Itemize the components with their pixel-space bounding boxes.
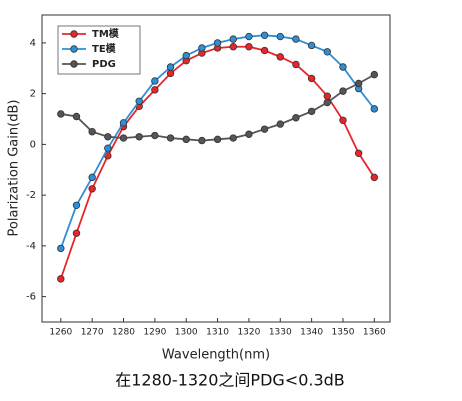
data-point bbox=[57, 275, 65, 283]
data-point bbox=[276, 53, 284, 61]
x-axis-label: Wavelength(nm) bbox=[162, 348, 270, 363]
data-point bbox=[88, 173, 96, 182]
y-tick-label: 0 bbox=[30, 139, 36, 150]
data-point bbox=[119, 119, 128, 127]
data-point bbox=[213, 135, 222, 144]
data-point bbox=[260, 46, 269, 55]
x-tick-label: 1340 bbox=[300, 328, 323, 338]
data-point bbox=[229, 134, 237, 142]
data-point bbox=[151, 77, 159, 85]
data-point bbox=[354, 79, 363, 88]
data-point bbox=[245, 130, 253, 138]
data-point bbox=[370, 70, 379, 79]
x-tick-label: 1320 bbox=[237, 328, 260, 338]
data-point bbox=[135, 133, 143, 141]
data-point bbox=[119, 134, 128, 142]
data-point bbox=[104, 144, 112, 152]
data-point bbox=[370, 105, 379, 113]
legend-marker bbox=[70, 60, 78, 68]
x-tick-label: 1300 bbox=[175, 328, 198, 338]
data-point bbox=[323, 92, 331, 100]
data-point bbox=[72, 229, 81, 237]
data-point bbox=[292, 60, 300, 69]
y-axis-label: Polarization Gain(dB) bbox=[7, 100, 22, 237]
data-point bbox=[276, 120, 284, 128]
plot-frame bbox=[41, 14, 391, 323]
data-point bbox=[166, 134, 175, 142]
data-point bbox=[182, 51, 190, 60]
data-point bbox=[354, 149, 363, 157]
y-tick-label: 4 bbox=[30, 38, 36, 49]
data-point bbox=[57, 110, 65, 118]
data-point bbox=[88, 128, 96, 136]
y-tick-label: -6 bbox=[26, 292, 36, 303]
data-point bbox=[151, 86, 159, 94]
x-tick-label: 1290 bbox=[143, 328, 166, 338]
data-point bbox=[307, 107, 316, 116]
y-tick-label: -2 bbox=[26, 190, 36, 201]
data-point bbox=[339, 63, 347, 71]
data-point bbox=[229, 35, 237, 43]
x-tick-label: 1360 bbox=[363, 328, 386, 338]
legend-label: TE模 bbox=[92, 42, 117, 55]
data-point bbox=[229, 43, 237, 51]
series-line bbox=[59, 45, 376, 280]
data-point bbox=[135, 97, 143, 105]
x-tick-label: 1330 bbox=[269, 328, 292, 338]
y-tick-label: -4 bbox=[26, 241, 36, 252]
x-tick-label: 1270 bbox=[81, 328, 104, 338]
data-point bbox=[323, 48, 331, 56]
data-point bbox=[198, 44, 206, 52]
x-tick-label: 1260 bbox=[49, 328, 72, 338]
x-tick-label: 1280 bbox=[112, 328, 135, 338]
data-point bbox=[276, 32, 284, 41]
x-tick-label: 1350 bbox=[332, 328, 355, 338]
data-point bbox=[151, 131, 159, 140]
data-point bbox=[339, 87, 347, 95]
data-point bbox=[292, 35, 300, 43]
data-point bbox=[323, 98, 331, 107]
data-point bbox=[166, 63, 175, 71]
caption: 在1280-1320之间PDG<0.3dB bbox=[115, 371, 345, 390]
data-point bbox=[339, 116, 347, 124]
legend-label: TM模 bbox=[92, 27, 120, 40]
data-point bbox=[245, 43, 253, 51]
data-point bbox=[292, 114, 300, 122]
data-point bbox=[213, 39, 222, 47]
legend-marker bbox=[70, 30, 78, 38]
x-tick-label: 1310 bbox=[206, 328, 229, 338]
legend-label: PDG bbox=[92, 59, 116, 70]
data-point bbox=[57, 244, 65, 253]
data-point bbox=[104, 133, 112, 141]
data-point bbox=[260, 125, 269, 133]
y-tick-label: 2 bbox=[30, 89, 36, 100]
data-point bbox=[307, 41, 316, 50]
data-point bbox=[370, 173, 379, 182]
data-point bbox=[198, 136, 206, 145]
data-point bbox=[260, 31, 269, 39]
data-point bbox=[307, 74, 316, 83]
data-point bbox=[72, 201, 81, 209]
data-point bbox=[245, 32, 253, 41]
data-point bbox=[182, 135, 190, 144]
data-point bbox=[72, 112, 81, 121]
data-point bbox=[88, 185, 96, 193]
data-point bbox=[166, 69, 175, 78]
legend-marker bbox=[70, 45, 78, 53]
series-line bbox=[60, 73, 375, 142]
